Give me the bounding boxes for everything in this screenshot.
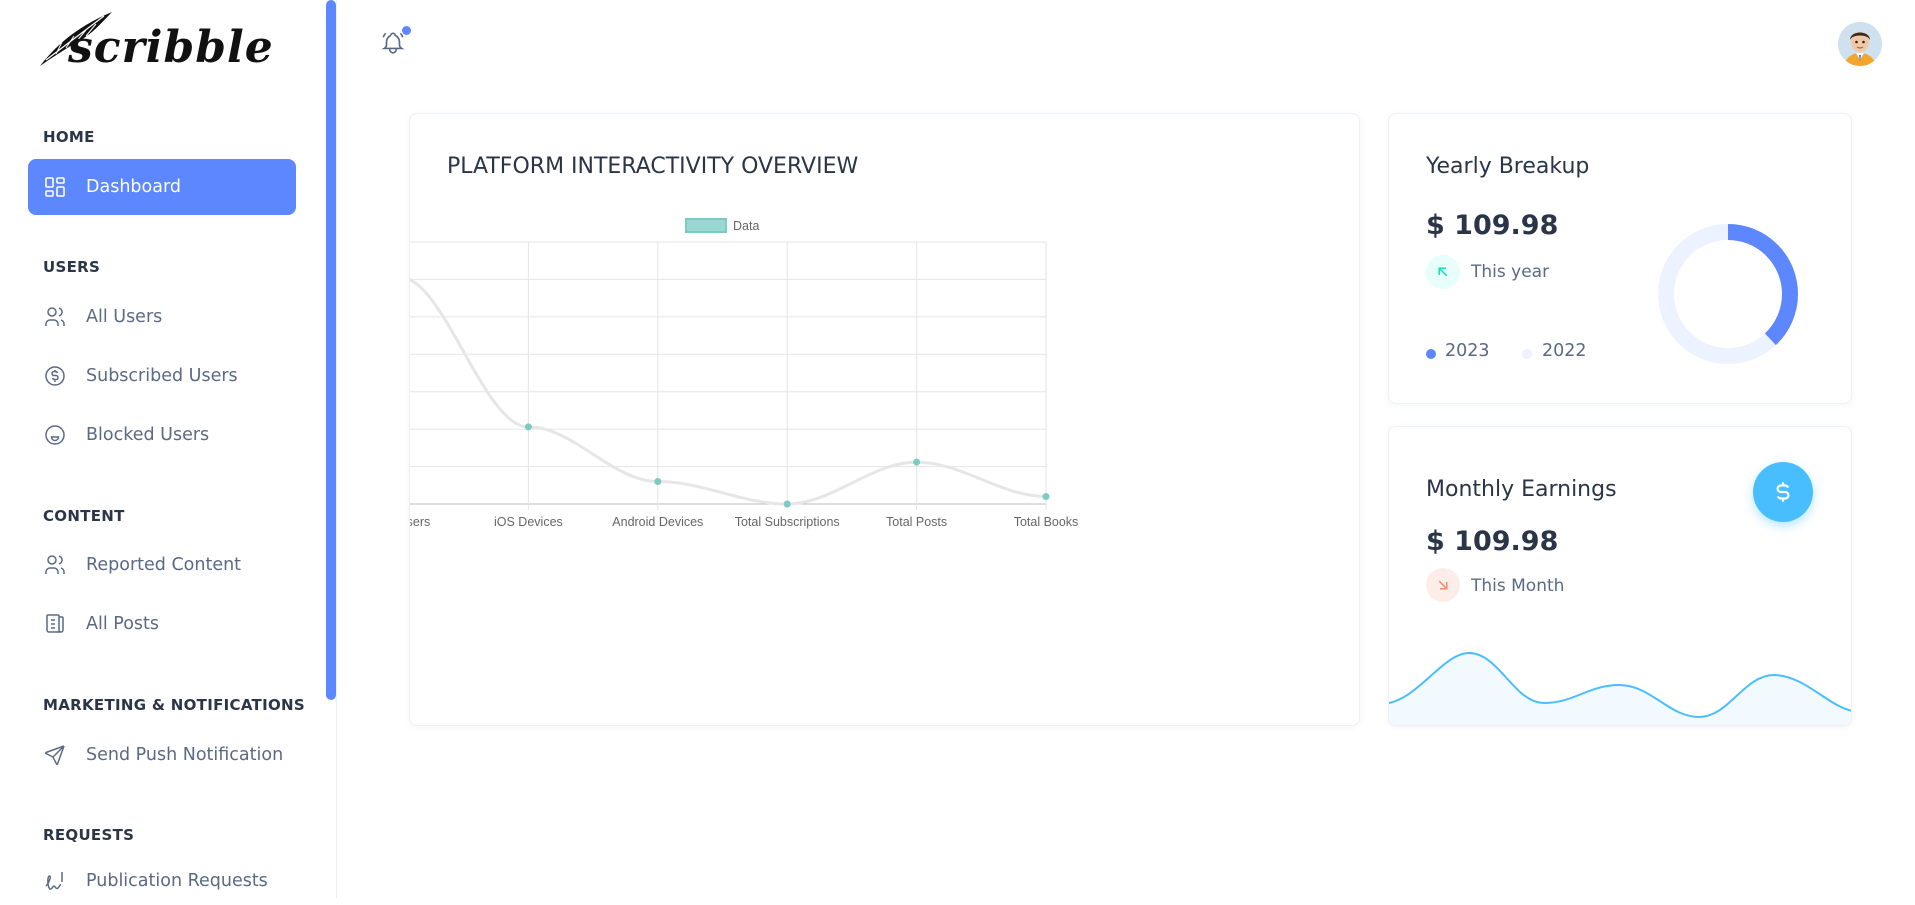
series-line	[410, 278, 1047, 506]
dashboard-icon	[43, 175, 67, 199]
sidebar-item-reported-content[interactable]: Reported Content	[28, 537, 296, 593]
section-marketing: MARKETING & NOTIFICATIONS	[43, 696, 305, 714]
sparkline-area	[1389, 653, 1851, 725]
section-home: HOME	[43, 128, 95, 146]
sidebar-item-label: All Users	[86, 307, 163, 327]
yearly-donut-chart	[1658, 224, 1798, 364]
users-icon	[43, 553, 67, 577]
data-point	[524, 423, 532, 431]
sidebar-item-all-users[interactable]: All Users	[28, 289, 296, 345]
mood-icon	[43, 423, 67, 447]
sparkline-line	[1389, 651, 1851, 719]
sidebar-item-all-posts[interactable]: All Posts	[28, 596, 296, 652]
legend-dot-2022	[1522, 349, 1532, 359]
logo[interactable]: scribble	[36, 8, 273, 80]
signature-icon	[43, 869, 67, 893]
arrow-up-left-icon	[1426, 255, 1460, 289]
main-content: PLATFORM INTERACTIVITY OVERVIEW Chart.js…	[337, 0, 1915, 898]
yearly-breakup-title: Yearly Breakup	[1426, 154, 1590, 179]
overview-card-title: PLATFORM INTERACTIVITY OVERVIEW	[447, 154, 859, 179]
monthly-earnings-amount: $ 109.98	[1426, 526, 1559, 557]
earnings-sparkline	[1389, 651, 1851, 725]
sidebar-item-publication-requests[interactable]: Publication Requests	[28, 857, 296, 905]
users-icon	[43, 305, 67, 329]
user-avatar-icon	[1838, 22, 1882, 66]
feather-logo-icon	[40, 12, 112, 66]
data-point	[783, 500, 791, 508]
notification-button[interactable]	[380, 30, 406, 56]
dollar-icon	[1776, 482, 1790, 502]
yearly-change-label: This year	[1471, 262, 1550, 282]
yearly-breakup-amount: $ 109.98	[1426, 210, 1559, 241]
line-chart: Chart.js Line ChartData01002003004005006…	[410, 218, 1079, 529]
yearly-breakup-card: Yearly Breakup $ 109.98 This year 2023 2…	[1388, 113, 1852, 404]
section-requests: REQUESTS	[43, 826, 135, 844]
legend-label-2022: 2022	[1542, 341, 1587, 361]
dollar-circle-icon	[43, 364, 67, 388]
monthly-earnings-card: Monthly Earnings $ 109.98 This Month	[1388, 426, 1852, 726]
sidebar-item-label: All Posts	[86, 614, 159, 634]
overview-card: PLATFORM INTERACTIVITY OVERVIEW Chart.js…	[409, 113, 1360, 726]
x-tick-label: Total Books	[1014, 515, 1079, 529]
sidebar-scrollbar[interactable]	[326, 0, 336, 700]
sidebar-item-label: Send Push Notification	[86, 745, 284, 765]
notification-badge	[402, 26, 411, 35]
sidebar: scribble HOME Dashboard USERS All Users …	[0, 0, 337, 898]
sidebar-item-blocked-users[interactable]: Blocked Users	[28, 407, 296, 463]
send-icon	[43, 743, 67, 767]
x-tick-label: Total Users	[410, 515, 430, 529]
sidebar-item-subscribed-users[interactable]: Subscribed Users	[28, 348, 296, 404]
sidebar-item-send-push-notification[interactable]: Send Push Notification	[28, 727, 296, 783]
sidebar-item-dashboard[interactable]: Dashboard	[28, 159, 296, 215]
data-point	[1042, 493, 1050, 501]
avatar[interactable]	[1838, 22, 1882, 66]
x-tick-label: Android Devices	[612, 515, 703, 529]
arrow-down-right-icon	[1426, 568, 1460, 602]
data-point	[654, 478, 662, 486]
legend-swatch	[685, 218, 727, 233]
monthly-earnings-title: Monthly Earnings	[1426, 477, 1617, 502]
section-content: CONTENT	[43, 507, 125, 525]
x-tick-label: Total Posts	[886, 515, 947, 529]
legend-label-2023: 2023	[1445, 341, 1490, 361]
legend-dot-2023	[1426, 349, 1436, 359]
donut-arc-2023	[1658, 224, 1798, 364]
x-tick-label: iOS Devices	[494, 515, 563, 529]
monthly-change-label: This Month	[1471, 576, 1565, 596]
earnings-fab-button[interactable]	[1753, 462, 1813, 522]
sidebar-item-label: Publication Requests	[86, 871, 268, 891]
sidebar-item-label: Subscribed Users	[86, 366, 238, 386]
bell-icon	[381, 32, 405, 54]
section-users: USERS	[43, 258, 101, 276]
article-icon	[43, 612, 67, 636]
x-tick-label: Total Subscriptions	[735, 515, 840, 529]
sidebar-item-label: Dashboard	[86, 177, 181, 197]
sidebar-item-label: Reported Content	[86, 555, 242, 575]
sidebar-item-label: Blocked Users	[86, 425, 210, 445]
data-point	[913, 458, 921, 466]
legend-label: Data	[733, 219, 759, 233]
logo-text: scribble	[68, 22, 274, 73]
